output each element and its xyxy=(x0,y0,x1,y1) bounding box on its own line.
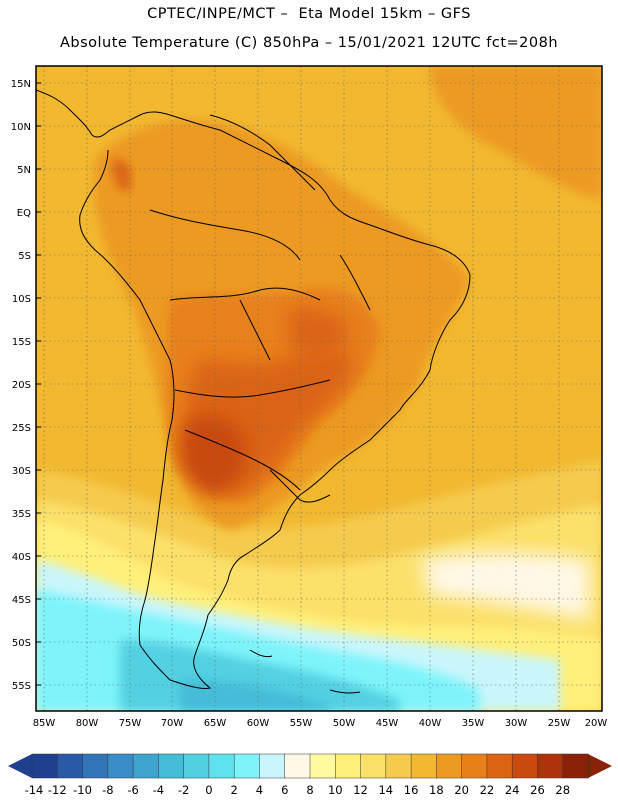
colorbar-swatch xyxy=(562,753,589,779)
temperature-field xyxy=(36,66,602,711)
colorbar-label: 24 xyxy=(505,783,520,797)
lat-label-10n: 10N xyxy=(11,122,31,133)
lat-label-5s: 5S xyxy=(18,251,31,262)
lon-label-20w: 20W xyxy=(585,718,608,729)
colorbar-swatch xyxy=(57,753,84,779)
colorbar-swatch xyxy=(486,753,513,779)
lon-label-30w: 30W xyxy=(505,718,528,729)
colorbar-swatch xyxy=(461,753,488,779)
colorbar-swatch xyxy=(537,753,564,779)
colorbar-label: 16 xyxy=(404,783,419,797)
colorbar-label: -8 xyxy=(102,783,113,797)
colorbar-swatches xyxy=(31,753,589,779)
colorbar-label: 28 xyxy=(555,783,570,797)
lon-label-25w: 25W xyxy=(548,718,571,729)
colorbar-label: 12 xyxy=(353,783,368,797)
lon-label-85w: 85W xyxy=(33,718,56,729)
map-title-line-2: Absolute Temperature (C) 850hPa – 15/01/… xyxy=(59,35,559,51)
lat-label-55s: 55S xyxy=(12,681,31,692)
colorbar-swatch xyxy=(31,753,58,779)
lon-label-80w: 80W xyxy=(76,718,99,729)
lat-label-40s: 40S xyxy=(12,552,31,563)
colorbar-label: 6 xyxy=(281,783,288,797)
temperature-colorbar: -14 -12 -10 -8 -6 -4 -2 0 2 4 6 8 10 12 14 16 18 20 22 24 26… xyxy=(8,753,612,797)
colorbar-swatch xyxy=(158,753,185,779)
colorbar-label: 14 xyxy=(378,783,393,797)
colorbar-swatch xyxy=(107,753,134,779)
lon-label-40w: 40W xyxy=(419,718,442,729)
colorbar-label: 2 xyxy=(231,783,238,797)
lat-label-15s: 15S xyxy=(12,337,31,348)
colorbar-label: 10 xyxy=(328,783,343,797)
colorbar-swatch xyxy=(82,753,109,779)
lon-label-75w: 75W xyxy=(119,718,142,729)
colorbar-max-arrow xyxy=(588,754,612,778)
colorbar-swatch xyxy=(436,753,463,779)
colorbar-swatch xyxy=(132,753,160,779)
lat-label-30s: 30S xyxy=(12,466,31,477)
lat-label-45s: 45S xyxy=(12,595,31,606)
colorbar-swatch xyxy=(335,753,362,779)
colorbar-swatch xyxy=(183,753,210,779)
temperature-map: 15N 10N 5N EQ 5S 10S 15S 20S 25S 30S 35S… xyxy=(11,65,608,729)
lon-label-55w: 55W xyxy=(290,718,313,729)
colorbar-swatch xyxy=(309,753,336,779)
colorbar-swatch xyxy=(208,753,235,779)
colorbar-swatch xyxy=(284,753,311,779)
colorbar-label: 8 xyxy=(306,783,313,797)
colorbar-label: -14 xyxy=(25,783,44,797)
colorbar-label: -4 xyxy=(153,783,164,797)
lat-label-20s: 20S xyxy=(12,380,31,391)
colorbar-label: 22 xyxy=(480,783,495,797)
lat-label-eq: EQ xyxy=(17,208,31,219)
colorbar-label: -6 xyxy=(127,783,138,797)
colorbar-label: -12 xyxy=(48,783,67,797)
colorbar-label: -10 xyxy=(73,783,92,797)
lat-label-50s: 50S xyxy=(12,638,31,649)
colorbar-swatch xyxy=(233,753,261,779)
lat-label-5n: 5N xyxy=(17,165,31,176)
colorbar-swatch xyxy=(511,753,539,779)
colorbar-label: -2 xyxy=(178,783,189,797)
colorbar-swatch xyxy=(385,753,412,779)
lon-label-70w: 70W xyxy=(161,718,184,729)
lon-label-45w: 45W xyxy=(376,718,399,729)
colorbar-swatch xyxy=(360,753,387,779)
colorbar-swatch xyxy=(259,753,286,779)
colorbar-label: 4 xyxy=(256,783,263,797)
lon-label-35w: 35W xyxy=(462,718,485,729)
lat-label-15n: 15N xyxy=(11,79,31,90)
map-frame xyxy=(35,65,603,712)
coastlines xyxy=(36,89,471,694)
colorbar-label: 0 xyxy=(205,783,212,797)
lat-label-25s: 25S xyxy=(12,423,31,434)
lat-label-10s: 10S xyxy=(12,294,31,305)
map-title-line-1: CPTEC/INPE/MCT – Eta Model 15km – GFS xyxy=(147,6,471,22)
lon-label-50w: 50W xyxy=(333,718,356,729)
colorbar-label: 26 xyxy=(530,783,545,797)
colorbar-labels: -14 -12 -10 -8 -6 -4 -2 0 2 4 6 8 10 12 14 16 18 20 22 24 26… xyxy=(25,783,570,797)
lon-label-60w: 60W xyxy=(247,718,270,729)
colorbar-label: 18 xyxy=(429,783,444,797)
colorbar-swatch xyxy=(410,753,438,779)
lat-label-35s: 35S xyxy=(12,509,31,520)
lon-label-65w: 65W xyxy=(204,718,227,729)
colorbar-min-arrow xyxy=(8,754,32,778)
colorbar-label: 20 xyxy=(454,783,469,797)
